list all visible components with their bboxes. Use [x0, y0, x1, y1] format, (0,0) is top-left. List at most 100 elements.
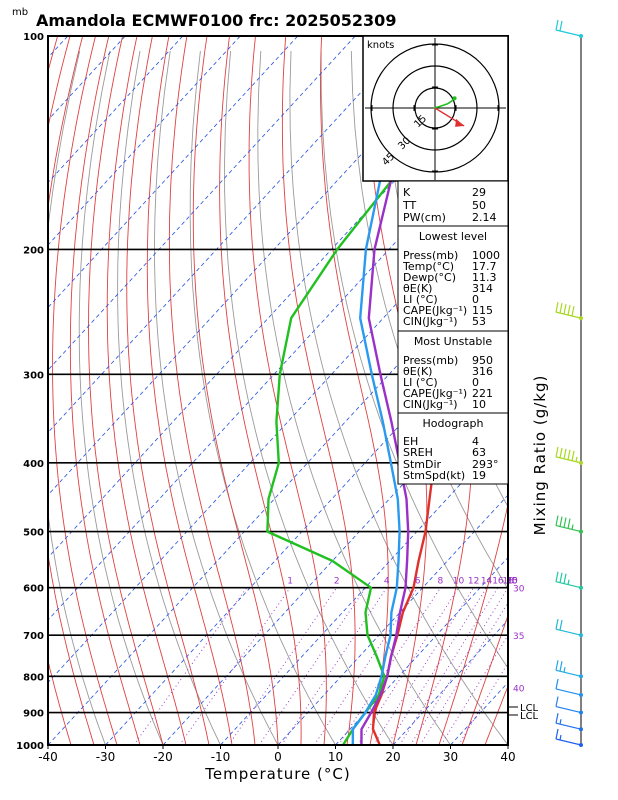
profile-lines — [266, 36, 508, 745]
pressure-tick-900: 900 — [23, 709, 44, 720]
dry-adiabat — [563, 51, 618, 760]
idx-k-label: K — [403, 186, 411, 199]
isotherm — [48, 36, 126, 121]
lowest-row-1-value: 17.7 — [472, 260, 497, 273]
moist-adiabat — [219, 36, 302, 745]
lowest-row-1-label: Temp(°C) — [402, 260, 454, 273]
dry-adiabat — [117, 50, 221, 745]
unstable-row-3-value: 221 — [472, 387, 493, 400]
wind-barb-850 — [555, 678, 583, 697]
background-lines — [0, 36, 618, 760]
mixing-ratio-line — [419, 601, 508, 745]
wind-barb-flag — [559, 20, 563, 32]
wind-barb-flag — [571, 450, 575, 461]
unstable-row-3-label: CAPE(Jkg⁻¹) — [403, 387, 467, 400]
mixing-ratio-label-6: 6 — [415, 577, 421, 587]
dry-adiabat — [154, 50, 279, 745]
mixing-ratio-label-12: 12 — [468, 577, 479, 587]
hodograph-row-1-label: SREH — [403, 446, 433, 459]
wind-barb-400 — [555, 446, 583, 465]
wind-barb-half — [559, 734, 562, 741]
pressure-tick-1000: 1000 — [16, 741, 44, 752]
wind-barb-staff — [555, 688, 582, 696]
wind-barb-staff — [555, 705, 582, 714]
isotherm — [507, 744, 508, 745]
hodograph-row-1-value: 63 — [472, 446, 486, 459]
wind-barb-flag — [567, 449, 571, 460]
lowest-row-0-value: 1000 — [472, 249, 500, 262]
mixing-ratio-line — [387, 587, 487, 745]
wind-barb-flag — [555, 302, 559, 313]
mixing-ratio-label-10: 10 — [453, 577, 465, 587]
wind-barb-flag — [563, 304, 567, 315]
isotherm — [566, 36, 618, 745]
temp-tick--20: -20 — [153, 750, 173, 764]
hodograph-row-0-value: 4 — [472, 435, 479, 448]
lowest-row-4-label: LI (°C) — [403, 293, 438, 306]
lowest-row-2-label: Dewp(°C) — [403, 271, 456, 284]
lowest-row-5-value: 115 — [472, 304, 493, 317]
mixing-ratio-line — [399, 587, 499, 745]
isotherm — [48, 36, 299, 309]
moist-adiabat — [484, 684, 508, 745]
idx-pw-label: PW(cm) — [403, 211, 446, 224]
unstable-row-2-label: LI (°C) — [403, 376, 438, 389]
lcl-label-1: LCL — [520, 703, 539, 714]
wind-barb-flag — [563, 517, 567, 528]
moist-adiabat — [52, 36, 118, 745]
unstable-row-4-value: 10 — [472, 398, 486, 411]
moist-adiabat — [106, 36, 187, 745]
wind-barb-900 — [555, 696, 583, 715]
dry-adiabat — [501, 50, 508, 87]
wind-barb-flag — [555, 446, 559, 457]
y-axis-label: Mixing Ratio (g/kg) — [531, 375, 549, 536]
moist-adiabat — [461, 613, 508, 745]
hodograph-row-3-label: StmSpd(kt) — [403, 469, 465, 482]
unstable-row-0-value: 950 — [472, 354, 493, 367]
wind-barb-100 — [555, 19, 583, 38]
chart-title: Amandola ECMWF0100 frc: 2025052309 — [36, 11, 396, 30]
temperature-tick-labels: -40 -30 -20 -10 0 10 20 30 40 — [38, 745, 516, 764]
temp-tick--10: -10 — [211, 750, 231, 764]
mixing-ratio-line — [133, 587, 248, 745]
wind-barb-800 — [555, 660, 583, 679]
mixing-ratio-line — [179, 587, 291, 745]
lcl-markers: LCL LCL — [508, 703, 539, 722]
lowest-row-2-value: 11.3 — [472, 271, 497, 284]
moist-adiabat — [507, 743, 508, 745]
theta-e-labels: 30 35 40 — [513, 585, 525, 695]
profile-line-1 — [266, 43, 508, 745]
dry-adiabat — [593, 51, 618, 760]
isotherm — [0, 36, 10, 745]
lowest-row-6-value: 53 — [472, 315, 486, 328]
moist-adiabat — [69, 36, 141, 745]
wind-barb-flag — [555, 678, 559, 690]
hodograph-row-2-value: 293° — [472, 458, 499, 471]
wind-barb-flag — [563, 448, 567, 459]
x-axis-label: Temperature (°C) — [204, 765, 350, 783]
wind-barb-700 — [555, 619, 583, 638]
lowest-row-3-label: θE(K) — [403, 282, 432, 295]
indices-table: K 29 TT 50 PW(cm) 2.14 Lowest level Pres… — [397, 180, 509, 485]
lowest-header: Lowest level — [419, 230, 487, 243]
moist-adiabat — [168, 36, 256, 745]
hodograph-row-0-label: EH — [403, 435, 418, 448]
temp-tick-0: 0 — [274, 750, 282, 764]
idx-k-value: 29 — [472, 186, 486, 199]
moist-adiabat — [248, 36, 327, 745]
temp-tick-30: 30 — [443, 750, 458, 764]
dry-adiabat — [78, 50, 164, 745]
profile-line-3 — [360, 36, 472, 745]
idx-tt-value: 50 — [472, 199, 486, 212]
hodograph-row-2-label: StmDir — [403, 458, 442, 471]
mixing-ratio-label-16: 16 — [492, 577, 504, 587]
pressure-tick-labels: 100 200 300 400 500 600 700 800 900 1000 — [16, 32, 44, 752]
wind-barb-flag — [555, 619, 559, 630]
isotherm — [48, 36, 356, 371]
lowest-row-3-value: 314 — [472, 282, 493, 295]
wind-barb-flag — [555, 696, 559, 707]
hodograph: knots 15 30 45 — [362, 35, 509, 182]
moist-adiabat — [438, 36, 508, 745]
mixing-ratio-label-4: 4 — [384, 577, 390, 587]
